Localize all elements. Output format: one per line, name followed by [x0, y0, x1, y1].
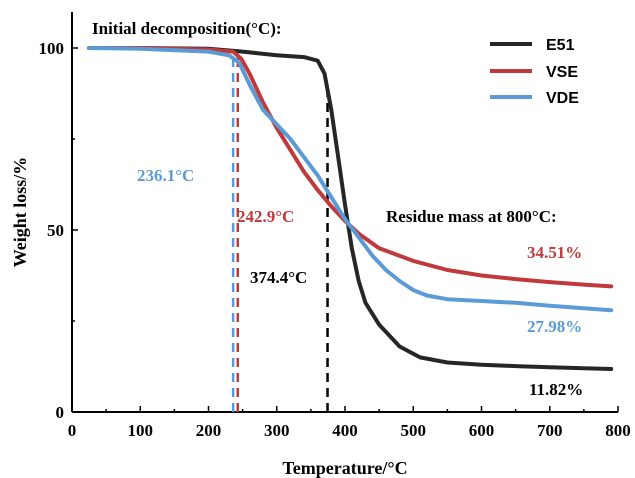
x-tick-label: 700: [537, 421, 563, 440]
vse-initial-temp: 242.9°C: [237, 207, 294, 226]
vde-initial-temp: 236.1°C: [137, 166, 194, 185]
y-ticks: 0 50 100: [39, 39, 78, 422]
x-tick-label: 400: [332, 421, 358, 440]
x-tick-label: 0: [68, 421, 77, 440]
x-tick-label: 800: [605, 421, 631, 440]
x-tick-label: 600: [469, 421, 495, 440]
legend-label-vse: VSE: [546, 64, 578, 81]
legend: E51 VSE VDE: [490, 37, 579, 107]
e51-initial-temp: 374.4°C: [250, 268, 307, 287]
initial-decomposition-title: Initial decomposition(°C):: [92, 19, 282, 38]
x-tick-label: 300: [264, 421, 290, 440]
legend-label-e51: E51: [546, 37, 575, 54]
series-line-e51: [87, 46, 614, 371]
vde-residue: 27.98%: [527, 317, 582, 336]
x-axis-title: Temperature/°C: [282, 458, 407, 478]
y-tick-label: 50: [47, 221, 64, 240]
x-tick-label: 500: [401, 421, 427, 440]
x-tick-label: 200: [196, 421, 222, 440]
x-ticks: 0 100 200 300 400 500 600 700 800: [68, 406, 631, 440]
y-tick-label: 0: [56, 403, 65, 422]
legend-label-vde: VDE: [546, 90, 579, 107]
series-line-vde: [87, 46, 614, 313]
e51-residue: 11.82%: [529, 380, 583, 399]
residue-title: Residue mass at 800°C:: [386, 207, 557, 226]
decomposition-markers: [231, 55, 329, 412]
y-axis-title: Weight loss/%: [10, 157, 30, 268]
series-line-vse: [87, 46, 614, 289]
vse-residue: 34.51%: [527, 243, 582, 262]
y-tick-label: 100: [39, 39, 65, 58]
series-lines: [87, 46, 614, 371]
x-tick-label: 100: [128, 421, 154, 440]
